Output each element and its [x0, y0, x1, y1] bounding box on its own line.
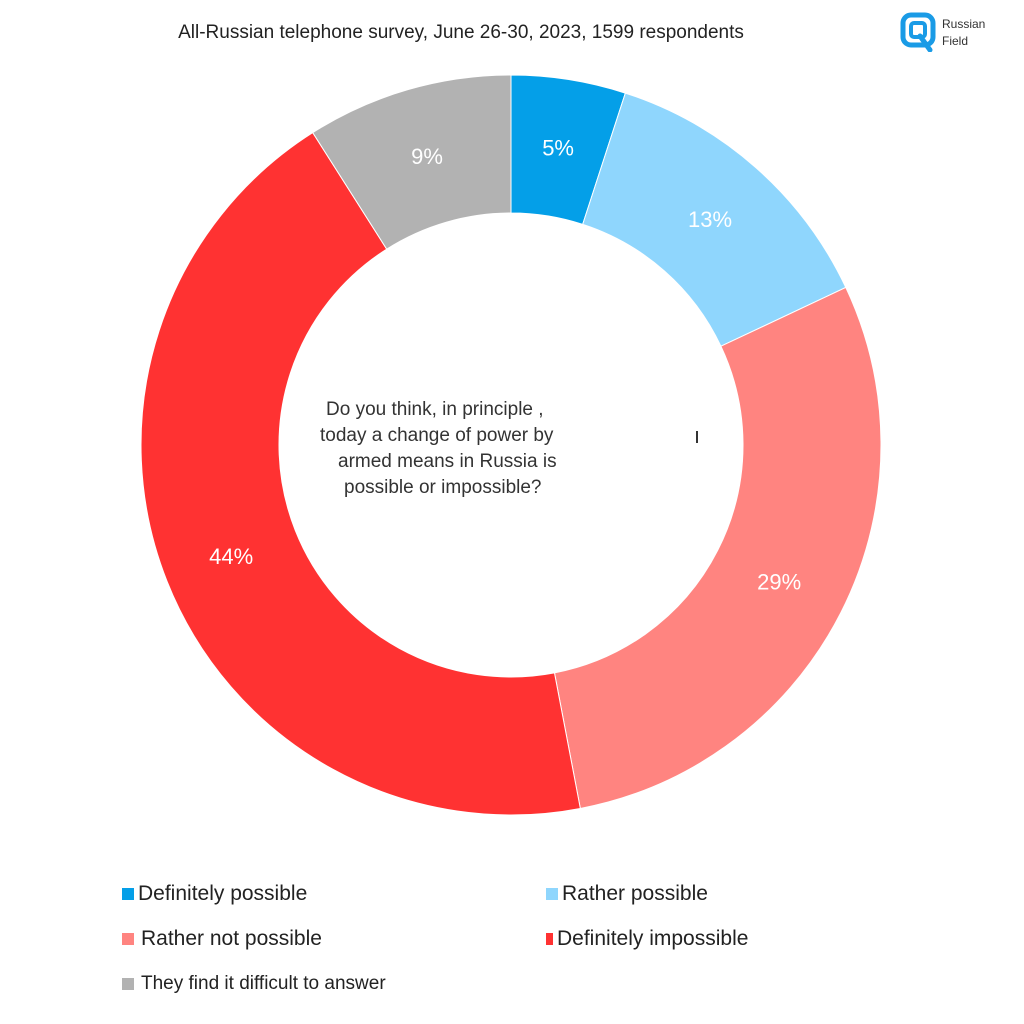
question-line-1: Do you think, in principle ,	[326, 399, 544, 420]
slice-label-rather-possible: 13%	[688, 207, 732, 232]
legend-swatch-definitely-possible	[122, 888, 134, 900]
legend-label-rather-not-possible: Rather not possible	[141, 927, 322, 950]
logo-text-line2: Field	[942, 34, 969, 48]
russian-field-logo-icon	[900, 12, 936, 52]
legend-swatch-difficult-to-answer	[122, 978, 134, 990]
legend-item-definitely-possible: Definitely possible	[122, 882, 307, 906]
slice-label-definitely-possible: 5%	[542, 136, 574, 161]
slice-label-definitely-impossible: 44%	[209, 544, 253, 569]
legend-item-definitely-impossible: Definitely impossible	[546, 927, 748, 951]
legend-item-difficult-to-answer: They find it difficult to answer	[122, 973, 386, 995]
chart-question: Do you think, in principle , today a cha…	[300, 397, 650, 501]
legend-label-definitely-possible: Definitely possible	[138, 882, 308, 905]
legend-label-rather-possible: Rather possible	[562, 882, 708, 905]
donut-slice-rather-not-possible	[553, 286, 882, 810]
legend-swatch-definitely-impossible	[546, 933, 553, 945]
donut-slice-they-find-it-difficult-to-answer	[312, 74, 512, 250]
slice-label-they-find-it-difficult-to-answer: 9%	[411, 144, 443, 169]
legend-swatch-rather-possible	[546, 888, 558, 900]
question-line-4: possible or impossible?	[344, 477, 542, 498]
question-line-2: today a change of power by	[320, 425, 554, 446]
logo-text: Russian Field	[942, 16, 985, 50]
slice-label-rather-not-possible: 29%	[757, 570, 801, 595]
legend-label-difficult-to-answer: They find it difficult to answer	[141, 973, 386, 994]
legend-label-definitely-impossible: Definitely impossible	[557, 927, 749, 950]
logo-text-line1: Russian	[942, 17, 986, 31]
legend-item-rather-possible: Rather possible	[546, 882, 708, 906]
legend-item-rather-not-possible: Rather not possible	[122, 927, 322, 951]
donut-slice-definitely-impossible	[140, 131, 581, 816]
legend-swatch-rather-not-possible	[122, 933, 134, 945]
chart-subtitle: All-Russian telephone survey, June 26-30…	[178, 22, 744, 43]
stray-tick-mark	[696, 431, 698, 443]
russian-field-logo: Russian Field	[900, 12, 1010, 54]
question-line-3: armed means in Russia is	[338, 451, 557, 472]
